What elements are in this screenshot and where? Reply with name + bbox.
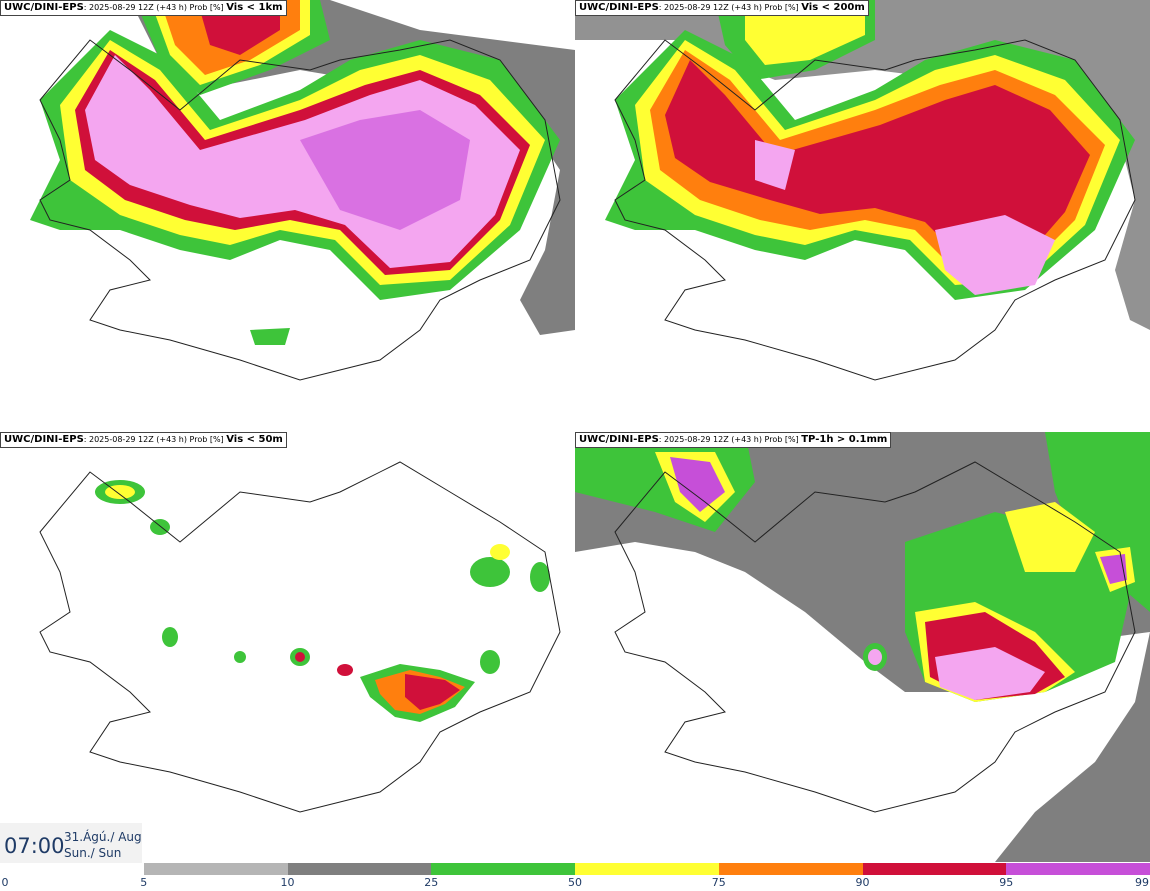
shading: [95, 480, 550, 722]
colorbar-tick-label: 90: [855, 876, 870, 889]
colorbar-tick-label: 5: [140, 876, 148, 889]
colorbar-tick-label: 75: [711, 876, 726, 889]
valid-time: 07:00: [4, 834, 65, 858]
map-panel-precip: UWC/DINI-EPS: 2025-08-29 12Z (+43 h) Pro…: [575, 432, 1150, 862]
colorbar-segment: [287, 863, 433, 875]
map-panel-vis-1km: UWC/DINI-EPS: 2025-08-29 12Z (+43 h) Pro…: [0, 0, 575, 430]
valid-date: 31.Ágú./ Aug: [64, 830, 142, 844]
colorbar-tick-label: 50: [568, 876, 582, 889]
valid-day: Sun./ Sun: [64, 846, 122, 860]
coastline: [614, 461, 1136, 813]
map-vis-50m: [39, 461, 561, 813]
panel-title: UWC/DINI-EPS: 2025-08-29 12Z (+43 h) Pro…: [0, 0, 287, 16]
colorbar-segment: [1006, 863, 1150, 875]
shading: [575, 0, 1150, 330]
colorbar-tick-label: 25: [424, 876, 439, 889]
panel-title: UWC/DINI-EPS: 2025-08-29 12Z (+43 h) Pro…: [575, 432, 892, 448]
panel-title: UWC/DINI-EPS: 2025-08-29 12Z (+43 h) Pro…: [0, 432, 287, 448]
shading: [30, 0, 575, 345]
colorbar-tick-label: 99: [1135, 876, 1149, 889]
colorbar-tick-label: 10: [280, 876, 295, 889]
map-panel-vis-200m: UWC/DINI-EPS: 2025-08-29 12Z (+43 h) Pro…: [575, 0, 1150, 430]
colorbar: [0, 863, 1150, 875]
coastline: [614, 39, 1136, 381]
map-vis-200m: [575, 0, 1150, 381]
map-tp-1h: [575, 432, 1150, 862]
map-vis-1km: [30, 0, 575, 381]
panel-title: UWC/DINI-EPS: 2025-08-29 12Z (+43 h) Pro…: [575, 0, 869, 16]
shading: [575, 432, 1150, 862]
map-panel-vis-50m: UWC/DINI-EPS: 2025-08-29 12Z (+43 h) Pro…: [0, 432, 575, 862]
coastline: [39, 39, 561, 381]
colorbar-segment: [431, 863, 576, 875]
colorbar-tick-label: 95: [999, 876, 1014, 889]
colorbar-segment: [718, 863, 864, 875]
colorbar-segment: [143, 863, 289, 875]
colorbar-segment: [0, 863, 145, 875]
colorbar-segment: [862, 863, 1008, 875]
colorbar-segment: [575, 863, 720, 875]
colorbar-tick-label: 0: [1, 876, 9, 889]
timestamp-box: [0, 823, 142, 863]
coastline: [39, 461, 561, 813]
